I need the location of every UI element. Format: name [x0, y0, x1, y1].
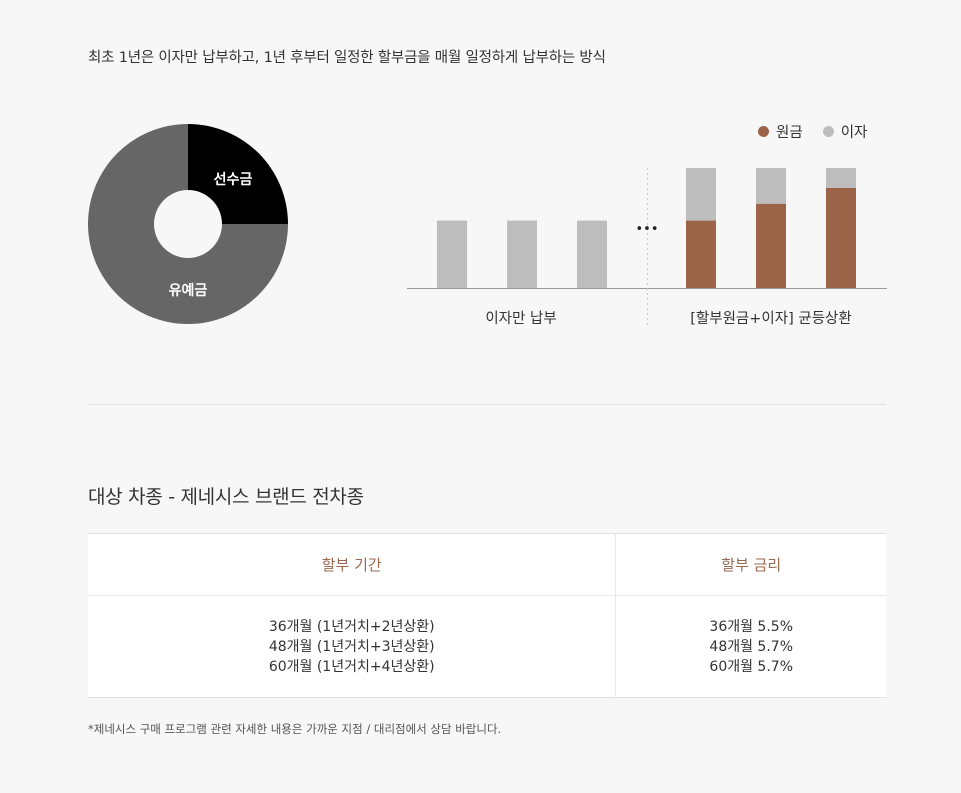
installment-rate-table: 할부 기간 할부 금리 36개월 (1년거치+2년상환) 48개월 (1년거치+…	[88, 533, 886, 698]
legend-dot-principal	[758, 126, 769, 137]
donut-svg	[88, 124, 288, 324]
header-installment-rate: 할부 금리	[615, 533, 886, 596]
periods-cell: 36개월 (1년거치+2년상환) 48개월 (1년거치+3년상환) 60개월 (…	[88, 596, 616, 698]
period-48: 48개월 (1년거치+3년상환)	[268, 638, 435, 655]
bar-interest-6	[826, 168, 856, 188]
donut-segment-advance	[188, 124, 288, 224]
table-header-row: 할부 기간 할부 금리	[88, 533, 886, 596]
group-label-interest-only: 이자만 납부	[485, 311, 557, 327]
rate-36: 36개월 5.5%	[709, 618, 793, 635]
legend-item-principal: 원금	[758, 121, 803, 142]
group-label-equal-repayment: [할부원금+이자] 균등상환	[690, 311, 852, 327]
rate-48: 48개월 5.7%	[709, 638, 793, 655]
donut-label-advance: 선수금	[213, 172, 253, 188]
legend-label-interest: 이자	[840, 125, 868, 141]
repayment-bar-chart: •••	[407, 160, 887, 340]
bar-interest-2	[507, 220, 537, 288]
installment-description: 최초 1년은 이자만 납부하고, 1년 후부터 일정한 할부금을 매월 일정하게…	[88, 50, 606, 66]
payment-donut-chart: 선수금 유예금	[88, 124, 288, 324]
bar-interest-5	[756, 168, 786, 204]
bar-principal-5	[756, 203, 786, 288]
bar-interest-4	[686, 168, 716, 221]
target-vehicles-title: 대상 차종 - 제네시스 브랜드 전차종	[88, 486, 364, 508]
period-36: 36개월 (1년거치+2년상환)	[268, 618, 435, 635]
section-divider	[88, 404, 886, 405]
legend-item-interest: 이자	[822, 121, 868, 142]
bar-interest-3	[577, 220, 607, 288]
bar-principal-6	[826, 187, 856, 288]
donut-segment-deferred	[88, 124, 288, 324]
footnote: *제네시스 구매 프로그램 관련 자세한 내용은 가까운 지점 / 대리점에서 …	[88, 722, 502, 736]
bar-principal-4	[686, 220, 716, 288]
rate-60: 60개월 5.7%	[709, 658, 793, 675]
bar-chart-svg: •••	[407, 168, 887, 325]
legend-dot-interest	[822, 126, 834, 137]
donut-label-deferred: 유예금	[168, 283, 208, 299]
bar-interest-1	[437, 220, 467, 288]
chart-legend: 원금 이자	[758, 121, 867, 142]
period-60: 60개월 (1년거치+4년상환)	[268, 658, 435, 675]
table-row: 36개월 (1년거치+2년상환) 48개월 (1년거치+3년상환) 60개월 (…	[88, 595, 886, 698]
header-installment-period: 할부 기간	[88, 533, 616, 596]
legend-label-principal: 원금	[776, 125, 803, 141]
ellipsis-marker: •••	[635, 222, 658, 237]
rates-cell: 36개월 5.5% 48개월 5.7% 60개월 5.7%	[615, 595, 886, 698]
